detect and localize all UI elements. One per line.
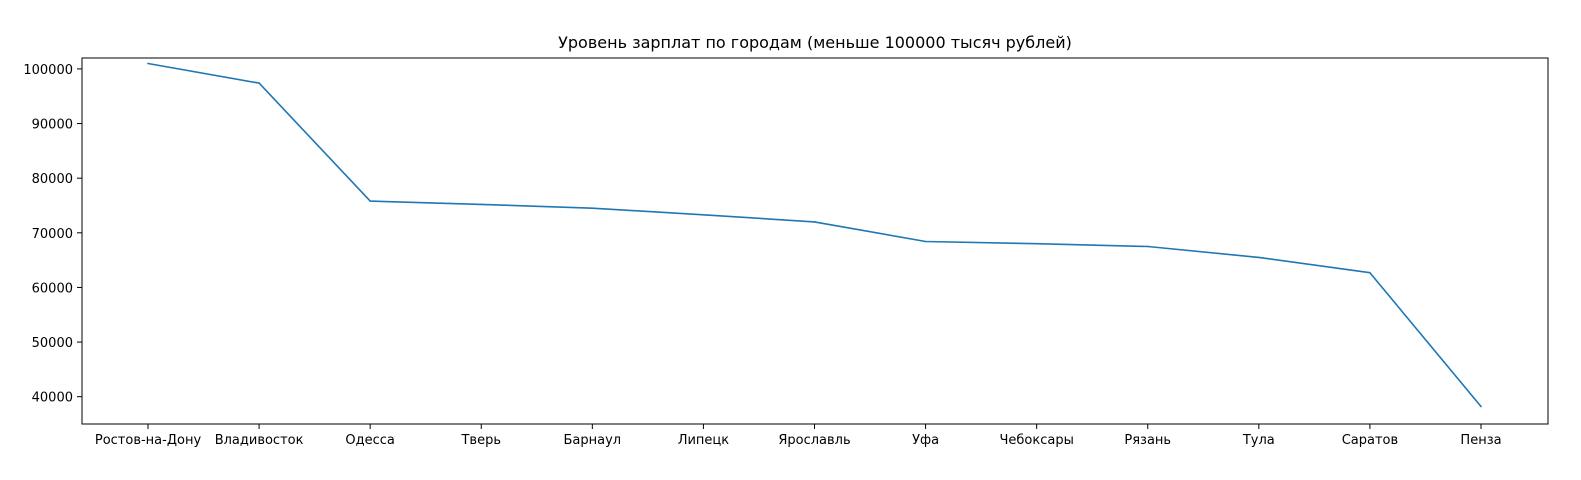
plot-area bbox=[81, 57, 1549, 425]
data-point bbox=[1035, 242, 1038, 245]
x-tick-label: Рязань bbox=[1124, 433, 1171, 448]
x-tick-label: Пенза bbox=[1460, 433, 1501, 448]
x-tick-label: Ярославль bbox=[778, 433, 850, 448]
data-point bbox=[702, 213, 705, 216]
y-tick-label: 80000 bbox=[32, 172, 73, 187]
x-axis: Ростов-на-Дону Владивосток Одесса Тверь Барн… bbox=[95, 424, 1502, 448]
series-line bbox=[147, 62, 1482, 408]
y-axis: 40000 50000 60000 70000 80000 90000 100000 bbox=[23, 63, 82, 406]
x-tick-label: Липецк bbox=[678, 433, 730, 448]
data-point bbox=[924, 240, 927, 243]
x-tick-label: Барнаул bbox=[564, 433, 622, 448]
x-tick-label: Саратов bbox=[1342, 433, 1398, 448]
x-tick-label: Одесса bbox=[345, 433, 394, 448]
x-tick-label: Ростов-на-Дону bbox=[95, 433, 202, 448]
x-tick-label: Чебоксары bbox=[999, 433, 1073, 448]
x-tick-label: Тверь bbox=[460, 433, 501, 448]
data-point bbox=[591, 207, 594, 210]
data-point bbox=[480, 203, 483, 206]
x-tick-label: Владивосток bbox=[215, 433, 304, 448]
data-point bbox=[258, 82, 260, 84]
series-layer bbox=[147, 62, 1482, 408]
data-point bbox=[147, 62, 149, 65]
data-point bbox=[1480, 405, 1482, 408]
y-tick-label: 90000 bbox=[32, 118, 73, 133]
data-point bbox=[1146, 245, 1149, 248]
y-tick-label: 50000 bbox=[32, 336, 73, 351]
x-tick-label: Уфа bbox=[912, 433, 939, 448]
y-tick-label: 70000 bbox=[32, 227, 73, 242]
y-tick-label: 40000 bbox=[32, 391, 73, 406]
data-point bbox=[813, 221, 816, 223]
data-point bbox=[1369, 271, 1371, 274]
y-tick-label: 60000 bbox=[32, 281, 73, 296]
y-tick-label: 100000 bbox=[23, 63, 73, 78]
data-point bbox=[369, 200, 371, 202]
x-tick-label: Тула bbox=[1242, 433, 1275, 448]
chart-title: Уровень зарплат по городам (меньше 10000… bbox=[558, 33, 1072, 52]
data-point bbox=[1258, 256, 1260, 259]
